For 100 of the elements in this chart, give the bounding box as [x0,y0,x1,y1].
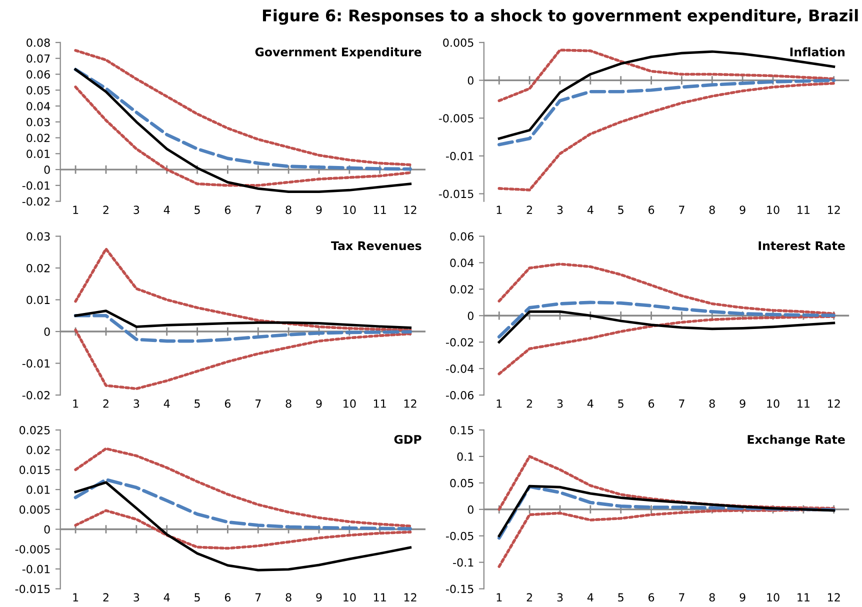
y-tick-label: 0 [468,76,474,85]
x-tick-label: 9 [740,206,746,214]
x-tick-label: 8 [709,206,715,214]
y-tick-label: 0.08 [26,38,50,47]
x-tick-label: 2 [526,593,532,602]
y-tick-label: -0.01 [22,181,50,190]
x-tick-label: 2 [526,399,532,408]
y-tick-label: -0.005 [15,545,50,554]
y-tick-label: -0.01 [22,564,50,574]
y-tick-label: 0.01 [26,296,50,304]
x-tick-label: 7 [679,593,684,602]
x-tick-label: 1 [496,593,502,602]
x-tick-label: 7 [679,400,684,408]
x-tick-label: 1 [496,400,502,408]
x-tick-label: 6 [224,399,231,408]
x-tick-label: 9 [316,593,322,602]
x-tick-label: 5 [618,593,624,602]
x-tick-label: 4 [587,206,594,214]
x-tick-label: 10 [767,206,780,214]
x-tick-label: 3 [134,593,140,602]
x-tick-label: 9 [740,593,746,602]
x-tick-label: 1 [73,206,78,214]
y-tick-label: 0.06 [450,232,474,241]
x-tick-label: 7 [256,206,261,214]
y-tick-label: 0.01 [26,150,50,158]
x-tick-label: 9 [740,399,746,408]
x-tick-label: 11 [374,400,386,408]
x-tick-label: 3 [134,399,140,408]
chart-title: Interest Rate [758,241,845,250]
y-tick-label: 0.02 [26,446,50,454]
x-tick-label: 8 [709,593,715,602]
x-tick-label: 10 [767,593,780,602]
x-tick-label: 4 [164,400,170,408]
y-tick-label: 0.15 [450,426,474,434]
y-tick-label: 0.005 [20,505,50,514]
y-tick-label: 0.04 [26,102,50,110]
y-tick-label: 0.1 [457,452,474,461]
x-tick-label: 8 [286,206,292,214]
x-tick-label: 3 [134,206,140,214]
y-tick-label: 0.02 [450,285,474,294]
y-tick-label: 0.02 [26,264,50,272]
x-tick-label: 12 [404,206,416,214]
chart-title: Exchange Rate [748,434,845,446]
y-tick-label: 0.025 [20,426,50,434]
x-tick-label: 1 [73,593,78,602]
y-tick-label: -0.04 [446,364,474,373]
chart-title: Tax Revenues [331,241,422,250]
x-tick-label: 12 [404,399,416,408]
chart-title: Government Expenditure [255,47,422,59]
x-tick-label: 12 [828,593,840,602]
x-tick-label: 7 [256,593,261,602]
y-tick-label: 0.03 [26,232,50,241]
caption: Figure 6: Responses to a shock to government expenditure, Brazil [262,9,858,25]
x-tick-label: 3 [557,206,563,214]
x-tick-label: 4 [164,593,170,602]
y-tick-label: 0.04 [450,258,474,268]
x-tick-label: 11 [374,206,386,214]
x-tick-label: 11 [374,593,386,602]
x-tick-label: 8 [286,399,292,408]
y-tick-label: -0.05 [446,532,474,540]
y-tick-label: -0.02 [22,197,50,206]
x-tick-label: 6 [648,593,654,602]
x-tick-label: 10 [767,399,780,408]
y-tick-label: -0.01 [22,359,50,368]
x-tick-label: 11 [798,400,810,408]
x-tick-label: 12 [404,593,416,602]
x-tick-label: 5 [618,206,624,214]
x-tick-label: 7 [679,206,684,214]
y-tick-label: 0.06 [26,70,50,79]
y-tick-label: 0.005 [443,38,474,47]
y-tick-label: 0.02 [26,134,50,142]
x-tick-label: 10 [344,593,356,602]
x-tick-label: 8 [709,399,715,408]
x-tick-label: 3 [557,399,563,408]
y-tick-label: 0 [44,166,50,174]
y-tick-label: 0.015 [20,466,50,474]
y-tick-label: 0.05 [450,478,474,488]
y-tick-label: 0 [44,327,50,336]
x-tick-label: 1 [496,206,502,214]
y-tick-label: 0 [468,312,474,320]
x-tick-label: 9 [316,206,322,214]
x-tick-label: 5 [618,400,624,408]
x-tick-label: 11 [798,593,810,602]
x-tick-label: 6 [224,593,231,602]
y-tick-label: -0.02 [22,391,50,400]
x-tick-label: 6 [648,399,654,408]
y-tick-label: -0.005 [438,114,474,122]
x-tick-label: 11 [798,206,810,214]
x-tick-label: 7 [256,400,261,408]
x-tick-label: 8 [286,593,292,602]
y-tick-label: 0.03 [26,118,50,126]
x-tick-label: 2 [103,206,108,214]
x-tick-label: 6 [224,206,231,214]
x-tick-label: 5 [194,206,200,214]
x-tick-label: 1 [73,400,78,408]
y-tick-label: 0.07 [26,54,50,63]
x-tick-label: 12 [828,206,840,214]
x-tick-label: 4 [587,400,594,408]
chart-title: Inflation [790,47,844,56]
y-tick-label: -0.06 [446,391,474,400]
